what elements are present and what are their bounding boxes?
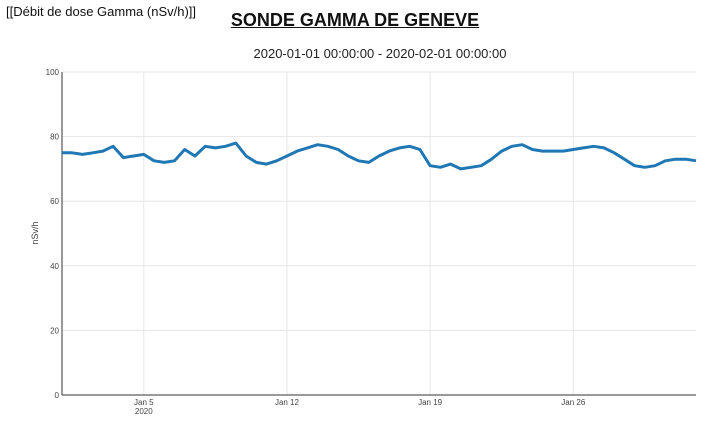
x-tick-sublabel: 2020: [135, 407, 153, 416]
chart-grid: [62, 71, 696, 396]
data-series-line: [62, 141, 697, 171]
y-tick-label: 100: [46, 68, 60, 77]
chart-series: [62, 141, 697, 171]
y-tick-label: 0: [55, 391, 60, 400]
y-tick-label: 40: [50, 262, 59, 271]
y-tick-label: 80: [50, 133, 59, 142]
x-tick-label: Jan 19: [418, 398, 443, 407]
chart-title: SONDE GAMMA DE GENEVE: [230, 10, 480, 30]
x-tick-label: Jan 26: [561, 398, 586, 407]
y-tick-label: 60: [50, 197, 59, 206]
chart-subtitle: 2020-01-01 00:00:00 - 2020-02-01 00:00:0…: [253, 46, 507, 61]
y-tick-label: 20: [50, 326, 59, 335]
x-tick-label: Jan 12: [275, 398, 300, 407]
x-tick-label: Jan 5: [134, 398, 154, 407]
chart-header-label: [[Débit de dose Gamma (nSv/h)]]: [6, 4, 197, 19]
y-axis-title: nSv/h: [30, 221, 40, 244]
